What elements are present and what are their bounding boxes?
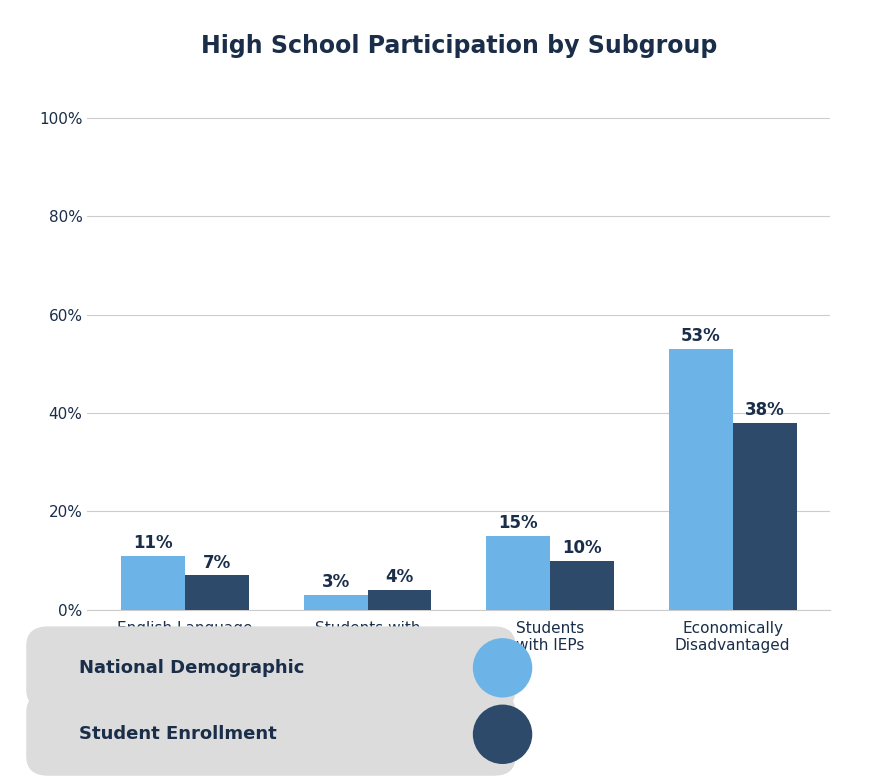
Bar bbox=[185, 576, 249, 610]
Bar bbox=[486, 536, 550, 610]
Text: 10%: 10% bbox=[562, 539, 602, 557]
FancyBboxPatch shape bbox=[26, 693, 516, 776]
FancyBboxPatch shape bbox=[26, 626, 516, 709]
Bar bbox=[550, 561, 614, 610]
Bar bbox=[303, 595, 368, 610]
Bar bbox=[669, 349, 732, 610]
Ellipse shape bbox=[473, 705, 532, 764]
Bar bbox=[368, 590, 432, 610]
Text: 38%: 38% bbox=[745, 401, 785, 419]
Bar bbox=[121, 556, 185, 610]
Text: National Demographic: National Demographic bbox=[79, 658, 304, 677]
Text: 7%: 7% bbox=[203, 554, 231, 572]
Bar bbox=[732, 423, 796, 610]
Text: 15%: 15% bbox=[498, 515, 538, 533]
Title: High School Participation by Subgroup: High School Participation by Subgroup bbox=[201, 34, 717, 58]
Text: 11%: 11% bbox=[134, 534, 173, 552]
Ellipse shape bbox=[473, 638, 532, 698]
Text: 53%: 53% bbox=[681, 327, 720, 345]
Text: 4%: 4% bbox=[385, 569, 413, 586]
Text: Student Enrollment: Student Enrollment bbox=[79, 725, 276, 744]
Text: 3%: 3% bbox=[322, 573, 350, 591]
